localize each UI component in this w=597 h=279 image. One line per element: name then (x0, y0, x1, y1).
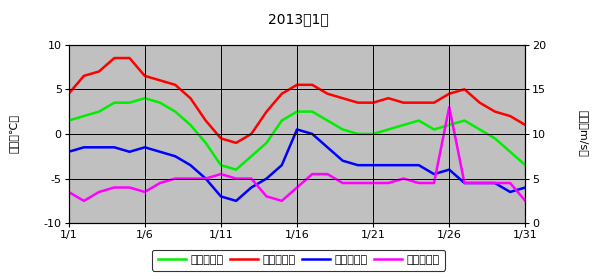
Text: 気温（℃）: 気温（℃） (8, 114, 18, 153)
Legend: 日平均気温, 日最高気温, 日最低気温, 日平均風速: 日平均気温, 日最高気温, 日最低気温, 日平均風速 (152, 249, 445, 271)
Text: 2013年1月: 2013年1月 (268, 13, 329, 27)
Text: 風速（m/s）: 風速（m/s） (579, 110, 589, 157)
